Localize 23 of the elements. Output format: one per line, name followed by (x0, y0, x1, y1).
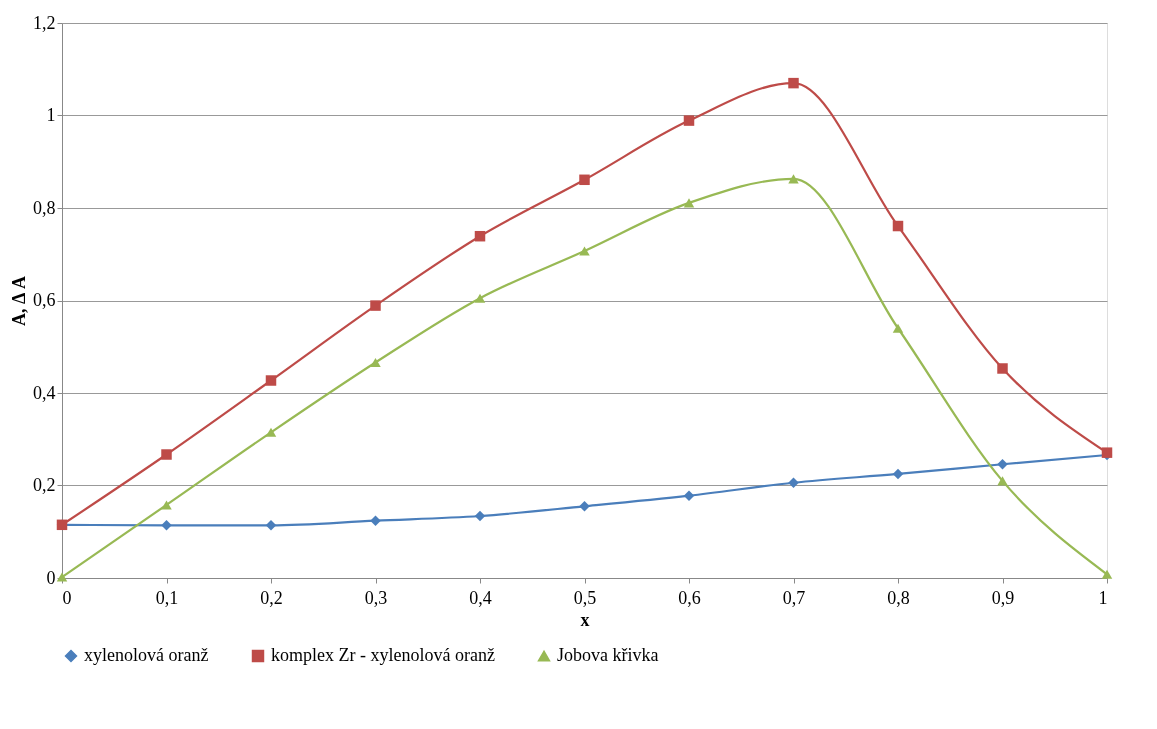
x-tick-label: 0,8 (887, 587, 910, 608)
legend-label: komplex Zr - xylenolová oranž (271, 645, 495, 665)
y-tick-label: 0,2 (33, 475, 56, 495)
x-tick-label: 0,6 (678, 587, 701, 608)
y-tick-label: 0 (46, 567, 56, 588)
y-tick-label: 0,6 (33, 290, 56, 310)
x-tick-label: 0 (62, 587, 72, 608)
legend-label: xylenolová oranž (84, 645, 209, 665)
x-axis-title: x (580, 609, 590, 630)
x-tick-label: 0,9 (991, 587, 1015, 608)
x-tick-label: 0,7 (782, 587, 806, 608)
y-tick-label: 0,8 (33, 197, 56, 218)
y-tick-label: 0,4 (33, 382, 56, 403)
x-tick-label: 0,4 (469, 587, 492, 608)
y-tick-label: 1,2 (33, 12, 56, 33)
x-tick-label: 0,5 (573, 587, 597, 608)
x-tick-label: 0,1 (155, 587, 179, 608)
x-tick-label: 1 (1098, 587, 1108, 608)
y-tick-label: 1 (46, 105, 56, 125)
y-axis-title: A, Δ A (9, 276, 29, 326)
legend-label: Jobova křivka (557, 645, 659, 665)
x-tick-label: 0,3 (364, 587, 388, 608)
x-tick-label: 0,2 (260, 587, 283, 608)
